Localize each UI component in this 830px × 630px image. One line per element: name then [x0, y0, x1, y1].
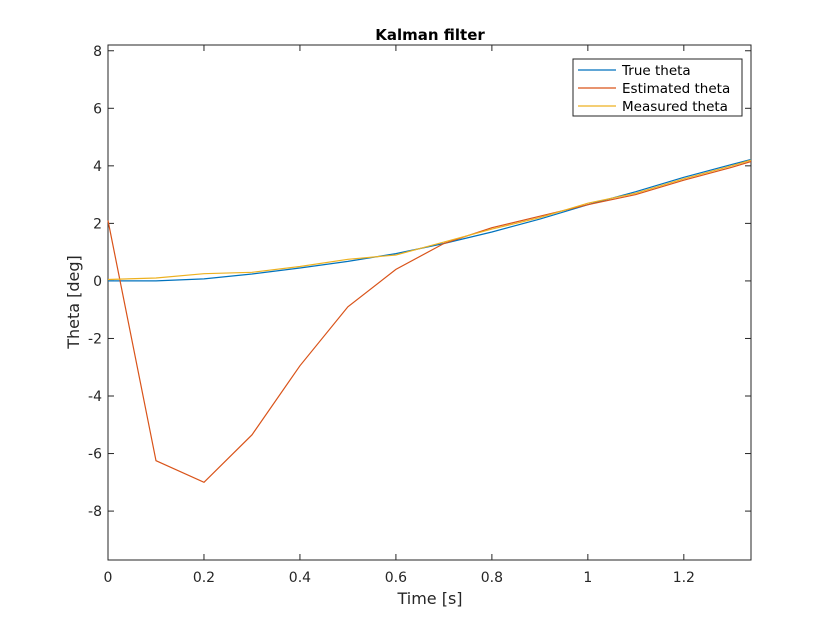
x-tick-label: 0.8 — [481, 570, 503, 586]
series-lines — [107, 158, 752, 484]
y-tick-label: 0 — [93, 274, 102, 290]
y-axis-label: Theta [deg] — [64, 255, 83, 350]
y-tick-label: -4 — [88, 389, 102, 405]
y-tick-label: -2 — [88, 331, 102, 347]
series-line-3 — [107, 159, 752, 281]
legend: True theta Estimated theta Measured theta — [572, 58, 743, 117]
series-line-2 — [107, 160, 752, 484]
y-tick-label: -8 — [88, 504, 102, 520]
x-tick-label: 1 — [583, 570, 592, 586]
y-tick-label: 4 — [93, 159, 102, 175]
x-tick-label: 0.4 — [289, 570, 311, 586]
legend-entry-2: Estimated theta — [622, 81, 730, 97]
x-tick-label: 0.2 — [193, 570, 215, 586]
y-tick-label: 2 — [93, 216, 102, 232]
x-axis-ticks: 0 0.2 0.4 0.6 0.8 1 1.2 — [104, 45, 695, 586]
legend-entry-3: Measured theta — [622, 99, 728, 115]
x-tick-label: 0.6 — [385, 570, 407, 586]
x-axis-label: Time [s] — [396, 589, 462, 608]
y-axis-ticks: -8 -6 -4 -2 0 2 4 6 8 — [88, 44, 751, 520]
y-tick-label: -6 — [88, 447, 102, 463]
x-tick-label: 0 — [104, 570, 113, 586]
plot-area — [107, 44, 752, 561]
y-tick-label: 6 — [93, 101, 102, 117]
y-tick-label: 8 — [93, 44, 102, 60]
x-tick-label: 1.2 — [673, 570, 695, 586]
legend-entry-1: True theta — [621, 63, 691, 79]
chart-title: Kalman filter — [375, 26, 485, 44]
